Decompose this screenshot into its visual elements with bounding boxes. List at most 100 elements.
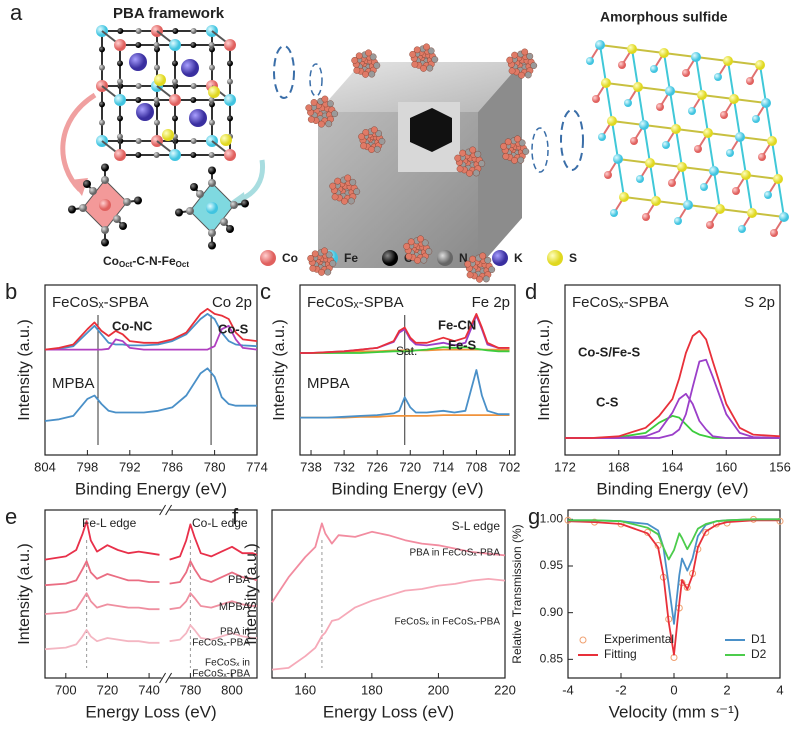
lattice-atom bbox=[99, 119, 105, 126]
cluster-bead bbox=[425, 248, 433, 255]
cluster-bead bbox=[318, 268, 325, 276]
cluster-bead bbox=[344, 174, 352, 182]
lattice-ion bbox=[162, 129, 174, 141]
lattice-atom bbox=[135, 28, 142, 34]
sulfide-atom bbox=[630, 137, 638, 145]
cluster-bead bbox=[423, 43, 430, 51]
data-line bbox=[44, 313, 258, 351]
x-tick-label: 738 bbox=[300, 459, 322, 474]
lattice-node bbox=[169, 39, 181, 51]
octahedron-atom bbox=[230, 201, 238, 209]
bond bbox=[669, 90, 677, 130]
legend-sphere bbox=[437, 250, 453, 266]
annotation: FeCoSₓ in bbox=[205, 658, 250, 669]
annotation: FeCoSₓ in FeCoSₓ-PBA bbox=[395, 617, 501, 628]
cluster-bead bbox=[368, 70, 376, 78]
cluster-bead bbox=[514, 135, 521, 143]
sulfide-atom bbox=[779, 212, 789, 222]
plot-frame bbox=[44, 509, 258, 679]
sulfide-atom bbox=[645, 158, 655, 168]
octahedron-atom bbox=[113, 215, 121, 223]
y-tick-label: 1.00 bbox=[540, 512, 564, 526]
x-tick-label: 780 bbox=[180, 682, 202, 697]
cluster-bead bbox=[420, 64, 427, 72]
bond bbox=[765, 102, 773, 142]
bond bbox=[637, 86, 671, 92]
annotation: FeCoSₓ-PBA bbox=[192, 638, 250, 649]
annotation: FeCoSₓ-SPBA bbox=[307, 294, 404, 311]
x-tick-label: 702 bbox=[499, 459, 521, 474]
bond bbox=[707, 132, 715, 172]
data-line bbox=[44, 624, 257, 651]
cluster-bead bbox=[403, 242, 411, 250]
x-tick-label: 0 bbox=[670, 682, 677, 697]
octahedron-atom bbox=[208, 241, 216, 250]
cluster-bead bbox=[476, 275, 483, 283]
x-tick-label: 720 bbox=[399, 459, 421, 474]
lattice-ion bbox=[136, 103, 154, 121]
bond bbox=[733, 98, 767, 104]
illustration-title: PBA framework bbox=[113, 5, 225, 22]
cluster-bead bbox=[358, 133, 366, 141]
bond bbox=[669, 90, 703, 96]
x-tick-label: 156 bbox=[769, 459, 791, 474]
annotation: MPBA bbox=[307, 375, 350, 392]
lattice-node bbox=[169, 94, 181, 106]
legend-label: N bbox=[459, 251, 468, 265]
cluster-bead bbox=[488, 266, 496, 273]
bond bbox=[707, 132, 741, 138]
lattice-atom bbox=[209, 101, 215, 108]
cluster-bead bbox=[426, 64, 434, 72]
x-axis-label: Binding Energy (eV) bbox=[596, 479, 748, 498]
sulfide-atom bbox=[735, 132, 745, 142]
plot-frame bbox=[44, 284, 258, 456]
chart-panel: c Binding Energy (eV) Intensity (a.u.) 738 7… bbox=[260, 279, 520, 499]
lattice-ion bbox=[208, 86, 220, 98]
x-tick-label: 804 bbox=[34, 459, 56, 474]
bond bbox=[655, 200, 689, 206]
cluster-bead bbox=[464, 260, 472, 268]
annotation: C-S bbox=[596, 394, 619, 409]
sulfide-atom bbox=[747, 208, 757, 218]
lattice-atom bbox=[117, 78, 123, 85]
octahedron-atom bbox=[226, 225, 234, 233]
cluster-bead bbox=[353, 188, 361, 195]
cluster-bead bbox=[530, 62, 538, 69]
x-tick-label: 164 bbox=[662, 459, 684, 474]
sulfide-atom bbox=[726, 149, 734, 157]
formula-part: -C-N-Fe bbox=[132, 254, 176, 268]
x-tick-label: 168 bbox=[608, 459, 630, 474]
sulfide-atom bbox=[592, 95, 600, 103]
octahedron-atom bbox=[208, 179, 216, 187]
sulfide-atom bbox=[662, 141, 670, 149]
data-line bbox=[567, 519, 780, 656]
cluster-bead bbox=[411, 60, 419, 68]
cluster-bead bbox=[526, 52, 534, 60]
sulfide-atom bbox=[671, 124, 681, 134]
x-tick-label: 714 bbox=[432, 459, 454, 474]
lattice-atom bbox=[209, 64, 215, 71]
bond bbox=[675, 128, 683, 168]
annotation: Fe-CN bbox=[438, 317, 476, 332]
dashed-ring bbox=[560, 109, 584, 171]
annotation: Fe 2p bbox=[472, 294, 510, 311]
x-tick-label: 4 bbox=[776, 682, 783, 697]
y-tick-label: 0.90 bbox=[540, 605, 564, 619]
panel-letter: g bbox=[528, 504, 540, 529]
x-tick-label: 220 bbox=[494, 682, 516, 697]
cluster-bead bbox=[310, 99, 318, 106]
octahedron-atom bbox=[190, 183, 198, 191]
lattice-ion bbox=[129, 53, 147, 71]
cluster-bead bbox=[353, 66, 361, 74]
sulfide-atom bbox=[715, 204, 725, 214]
legend-label: S bbox=[569, 251, 577, 265]
x-tick-label: 800 bbox=[221, 682, 243, 697]
cluster-bead bbox=[324, 268, 332, 276]
sulfide-atom bbox=[709, 166, 719, 176]
sulfide-atom bbox=[688, 107, 696, 115]
data-line bbox=[300, 313, 510, 354]
bond bbox=[745, 174, 779, 180]
x-tick-label: -4 bbox=[562, 682, 574, 697]
cluster-bead bbox=[307, 254, 315, 262]
cluster-bead bbox=[511, 51, 519, 59]
